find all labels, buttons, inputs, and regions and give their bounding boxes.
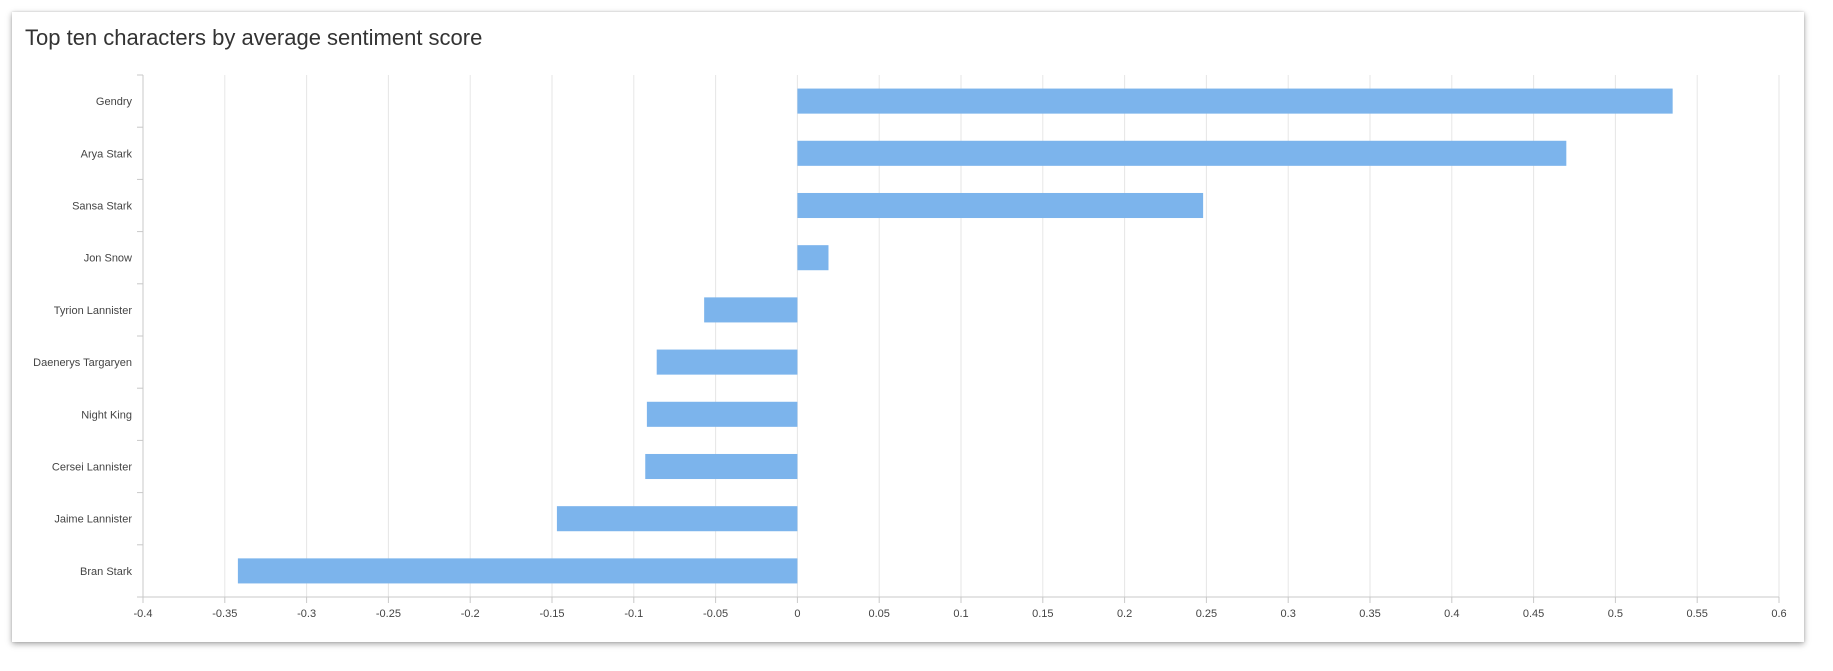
category-label: Jon Snow — [84, 253, 132, 265]
bar[interactable] — [237, 558, 798, 584]
bar[interactable] — [797, 192, 1204, 219]
x-tick-label: 0.25 — [1196, 608, 1217, 620]
bar[interactable] — [797, 140, 1567, 166]
bar[interactable] — [797, 245, 829, 271]
x-tick-label: -0.15 — [539, 608, 564, 620]
category-label: Night King — [81, 409, 132, 421]
x-tick-label: -0.05 — [703, 608, 728, 620]
x-tick-label: -0.1 — [624, 608, 643, 620]
x-tick-label: -0.25 — [376, 608, 401, 620]
category-label: Arya Stark — [81, 148, 133, 160]
category-label: Gendry — [96, 96, 133, 108]
x-tick-label: 0.1 — [953, 608, 968, 620]
bar[interactable] — [656, 349, 798, 375]
bar[interactable] — [556, 506, 798, 532]
bar[interactable] — [645, 453, 798, 480]
x-tick-label: -0.35 — [212, 608, 237, 620]
chart-card: Top ten characters by average sentiment … — [12, 12, 1804, 642]
x-tick-label: 0.4 — [1444, 608, 1459, 620]
bar[interactable] — [704, 297, 798, 323]
x-tick-label: 0.2 — [1117, 608, 1132, 620]
x-tick-label: 0.05 — [868, 608, 889, 620]
x-tick-label: 0.15 — [1032, 608, 1053, 620]
x-tick-label: -0.3 — [297, 608, 316, 620]
x-tick-label: 0 — [794, 608, 800, 620]
bar[interactable] — [646, 401, 798, 427]
category-label: Cersei Lannister — [52, 462, 132, 474]
x-tick-label: 0.5 — [1608, 608, 1623, 620]
x-tick-label: 0.35 — [1359, 608, 1380, 620]
chart-title: Top ten characters by average sentiment … — [25, 25, 483, 50]
x-tick-label: -0.4 — [134, 608, 153, 620]
category-label: Sansa Stark — [72, 201, 132, 213]
bar[interactable] — [797, 88, 1673, 114]
chart-plot: -0.4 -0.35 -0.3 -0.25 -0.2 -0.15 -0.1 -0.05 0 0.0… — [33, 74, 1787, 620]
x-tick-label: 0.45 — [1523, 608, 1544, 620]
category-label: Daenerys Targaryen — [33, 357, 132, 369]
category-label: Bran Stark — [80, 566, 132, 578]
x-tick-label: -0.2 — [461, 608, 480, 620]
x-tick-label: 0.3 — [1281, 608, 1296, 620]
bars — [237, 88, 1673, 584]
axes — [137, 74, 1780, 603]
category-label: Jaime Lannister — [54, 514, 132, 526]
x-tick-label: 0.6 — [1771, 608, 1786, 620]
category-label: Tyrion Lannister — [54, 305, 133, 317]
x-tick-label: 0.55 — [1686, 608, 1707, 620]
labels: -0.4 -0.35 -0.3 -0.25 -0.2 -0.15 -0.1 -0.05 0 0.0… — [33, 96, 1787, 620]
